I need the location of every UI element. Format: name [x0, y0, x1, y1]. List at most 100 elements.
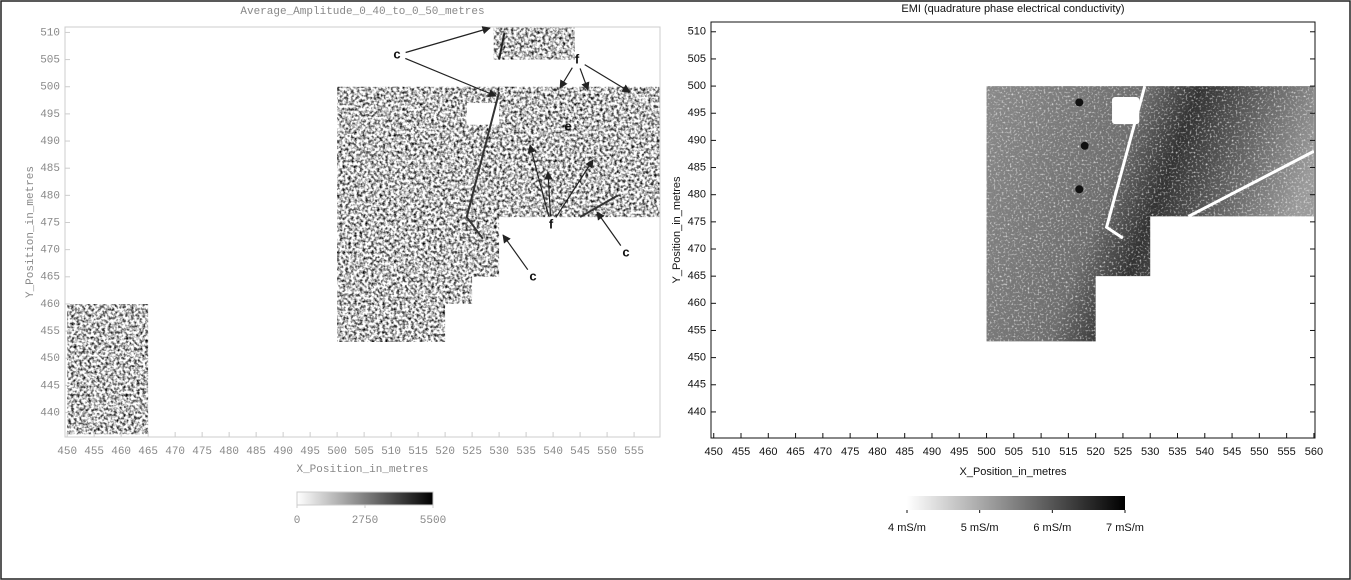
y-tick-label: 480: [40, 190, 60, 202]
y-tick-label: 485: [40, 163, 60, 175]
chart-title: EMI (quadrature phase electrical conduct…: [901, 3, 1124, 15]
x-tick-label: 555: [1277, 446, 1295, 458]
colorbar-label: 2750: [352, 515, 378, 527]
y-tick-label: 510: [40, 27, 60, 39]
colorbar-label: 4 mS/m: [888, 522, 926, 534]
x-tick-label: 470: [814, 446, 832, 458]
colorbar-label: 0: [294, 515, 301, 527]
survey-image: [337, 86, 660, 342]
x-tick-label: 460: [111, 446, 131, 458]
y-tick-label: 510: [688, 26, 706, 38]
y-tick-label: 465: [688, 270, 706, 282]
x-tick-label: 505: [1005, 446, 1023, 458]
y-tick-label: 445: [688, 379, 706, 391]
annotation-arrow: [405, 26, 491, 54]
y-tick-label: 450: [40, 353, 60, 365]
y-tick-label: 440: [688, 406, 706, 418]
y-tick-label: 460: [40, 299, 60, 311]
y-tick-label: 455: [688, 324, 706, 336]
colorbar-label: 5 mS/m: [961, 522, 999, 534]
x-tick-label: 495: [300, 446, 320, 458]
plot-frame: [710, 21, 1316, 439]
x-tick-label: 525: [1114, 446, 1132, 458]
y-tick-label: 490: [688, 134, 706, 146]
x-tick-label: 475: [841, 446, 859, 458]
feature: [1104, 85, 1147, 240]
y-tick-label: 495: [40, 109, 60, 121]
colorbar: [907, 496, 1125, 510]
annotation-arrow: [544, 171, 553, 217]
x-tick-label: 515: [1059, 446, 1077, 458]
x-tick-label: 455: [84, 446, 104, 458]
x-tick-label: 455: [732, 446, 750, 458]
annotation: e: [564, 118, 571, 133]
x-tick-label: 500: [327, 446, 347, 458]
data-gap: [1112, 96, 1140, 125]
x-tick-label: 450: [57, 446, 77, 458]
annotation: c: [529, 268, 536, 283]
annotation-arrow: [559, 67, 573, 89]
feature: [1187, 149, 1315, 218]
y-tick-label: 505: [40, 54, 60, 66]
y-tick-label: 475: [688, 216, 706, 228]
x-tick-label: 480: [868, 446, 886, 458]
y-tick-label: 500: [40, 82, 60, 94]
annotation-arrow: [502, 234, 529, 271]
data-gap: [466, 103, 500, 125]
x-tick-label: 560: [1305, 446, 1323, 458]
feature: [465, 91, 501, 240]
annotation-arrow: [555, 159, 594, 218]
y-tick-label: 460: [688, 297, 706, 309]
x-tick-label: 550: [1250, 446, 1268, 458]
x-tick-label: 545: [570, 446, 590, 458]
feature: [498, 32, 506, 60]
y-tick-label: 490: [40, 136, 60, 148]
chart-title: Average_Amplitude_0_40_to_0_50_metres: [240, 6, 484, 18]
x-axis-label: X_Position_in_metres: [959, 466, 1067, 478]
annotation: f: [575, 51, 580, 66]
y-axis-label: Y_Position_in_metres: [671, 176, 683, 284]
x-tick-label: 475: [192, 446, 212, 458]
y-tick-label: 470: [688, 243, 706, 255]
colorbar-label: 6 mS/m: [1033, 522, 1071, 534]
x-tick-label: 555: [624, 446, 644, 458]
x-tick-label: 520: [435, 446, 455, 458]
x-tick-label: 510: [381, 446, 401, 458]
x-tick-label: 460: [759, 446, 777, 458]
y-tick-label: 480: [688, 189, 706, 201]
y-tick-label: 470: [40, 245, 60, 257]
x-tick-label: 490: [273, 446, 293, 458]
annotation: c: [393, 46, 400, 61]
x-tick-label: 500: [977, 446, 995, 458]
y-axis-label: Y_Position_in_metres: [25, 166, 37, 298]
survey-image: [493, 27, 575, 60]
y-tick-label: 455: [40, 326, 60, 338]
x-tick-label: 465: [786, 446, 804, 458]
x-tick-label: 470: [165, 446, 185, 458]
annotation: c: [622, 244, 629, 259]
x-tick-label: 465: [138, 446, 158, 458]
x-tick-label: 540: [543, 446, 563, 458]
x-tick-label: 505: [354, 446, 374, 458]
x-tick-label: 450: [705, 446, 723, 458]
feature: [1075, 185, 1084, 194]
colorbar: [296, 491, 434, 506]
x-tick-label: 530: [489, 446, 509, 458]
colorbar-label: 7 mS/m: [1106, 522, 1144, 534]
x-tick-label: 485: [896, 446, 914, 458]
x-tick-label: 535: [516, 446, 536, 458]
x-tick-label: 480: [219, 446, 239, 458]
x-tick-label: 550: [597, 446, 617, 458]
x-tick-label: 490: [923, 446, 941, 458]
annotation-arrow: [527, 144, 550, 217]
x-tick-label: 540: [1196, 446, 1214, 458]
colorbar-label: 5500: [420, 515, 446, 527]
survey-image: [67, 303, 149, 435]
annotation-arrow: [579, 68, 590, 91]
x-tick-label: 525: [462, 446, 482, 458]
x-tick-label: 495: [950, 446, 968, 458]
x-tick-label: 520: [1086, 446, 1104, 458]
y-tick-label: 505: [688, 53, 706, 65]
y-tick-label: 500: [688, 80, 706, 92]
